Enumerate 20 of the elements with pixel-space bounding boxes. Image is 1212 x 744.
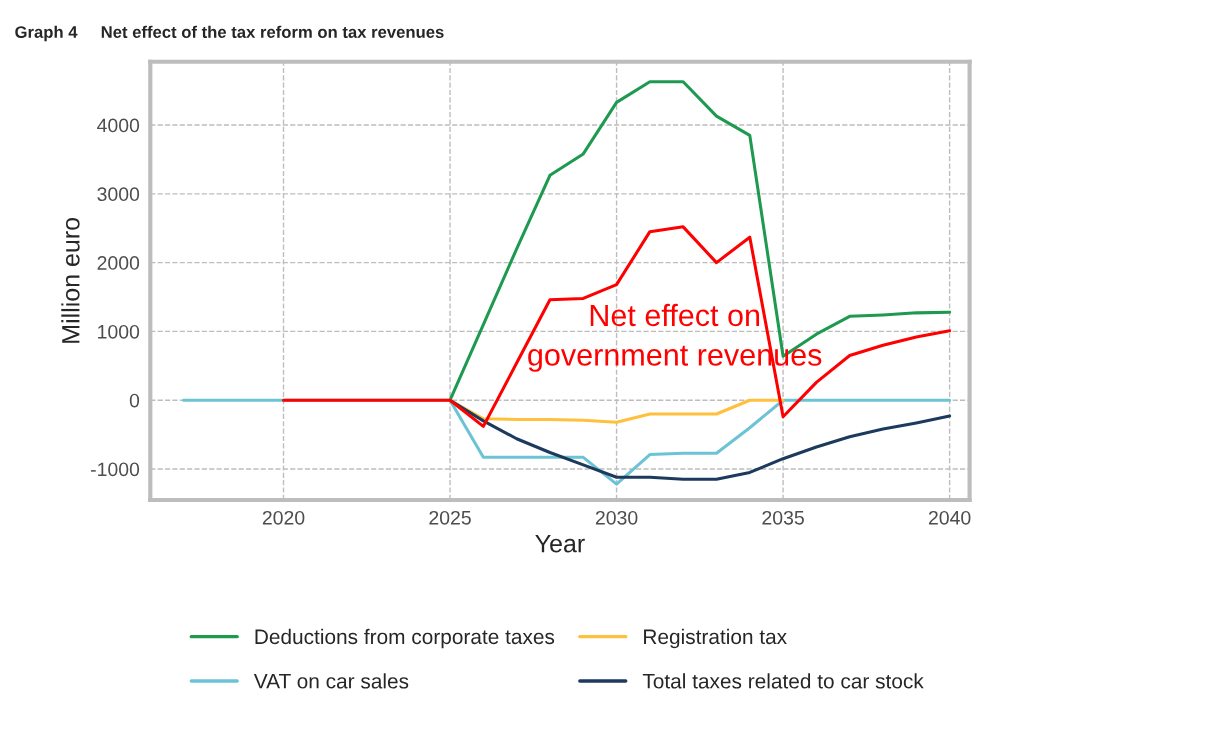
x-tick-label: 2020 — [262, 510, 305, 525]
x-axis-title: Year — [535, 534, 585, 553]
x-tick-label: 2040 — [928, 510, 971, 525]
y-tick-label: -1000 — [91, 462, 140, 477]
x-tick-label: 2025 — [429, 510, 471, 525]
y-axis-title: Million euro — [61, 217, 80, 343]
y-tick-label: 0 — [129, 393, 140, 408]
line-series — [448, 80, 952, 402]
legend-label: VAT on car sales — [253, 673, 409, 689]
y-tick-label: 1000 — [98, 324, 140, 339]
chart-title: Graph 4 Net effect of the tax reform on tax revenues — [15, 25, 444, 42]
line-series — [281, 225, 952, 428]
x-tick-label: 2035 — [762, 510, 804, 525]
y-tick-label: 3000 — [97, 187, 140, 202]
legend-label: Registration tax — [644, 628, 787, 649]
legend-label: Deductions from corporate taxes — [255, 628, 555, 649]
legend-label: Total taxes related to car stock — [642, 673, 924, 689]
y-tick-label: 4000 — [97, 118, 140, 133]
y-tick-label: 2000 — [97, 256, 140, 270]
x-tick-label: 2030 — [595, 510, 638, 525]
